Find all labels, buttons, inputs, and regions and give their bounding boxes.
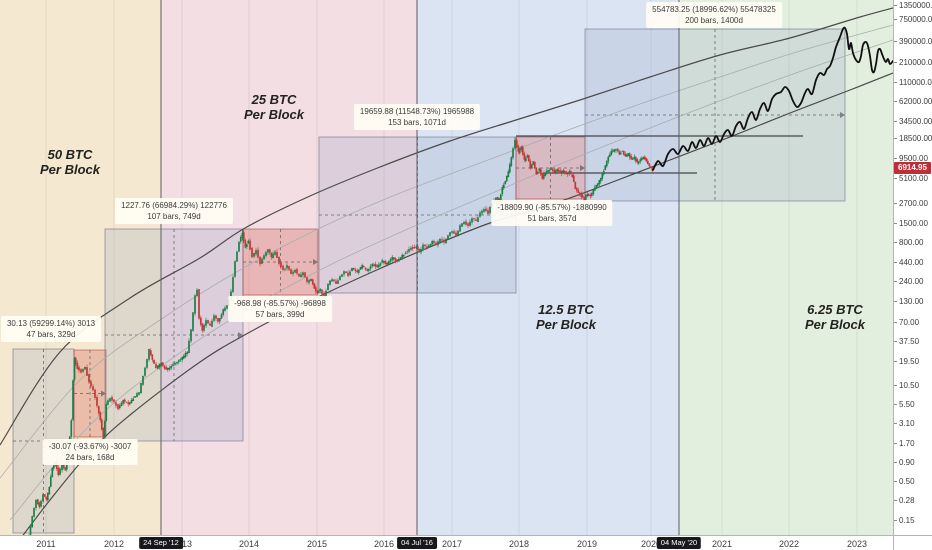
- candle-bodies-down: [36, 140, 654, 507]
- halving-date-badge: 24 Sep '12: [139, 537, 183, 549]
- halving-zone: [417, 0, 679, 535]
- price-tick: 9500.00: [894, 154, 928, 163]
- range-box-rise[interactable]: [104, 228, 244, 442]
- price-tick: 10.50: [893, 381, 920, 390]
- year-tick: 2022: [778, 539, 800, 549]
- price-tick: 240.00: [893, 277, 924, 286]
- time-axis[interactable]: 2011201220132014201520162017201820192020…: [0, 535, 932, 550]
- last-price-badge: 6914.95: [894, 162, 931, 174]
- year-tick: 2021: [711, 539, 733, 549]
- price-tick: 70.00: [893, 318, 920, 327]
- halving-date-badge: 04 May '20: [656, 537, 702, 549]
- price-tick: 0.50: [894, 477, 915, 486]
- price-tick: 110000.00: [893, 78, 932, 87]
- range-box-fall[interactable]: [73, 349, 107, 438]
- price-tick: 18500.00: [893, 134, 932, 143]
- price-tick: 1500.00: [894, 219, 928, 228]
- axis-corner: [893, 535, 932, 550]
- range-box-fall[interactable]: [242, 228, 319, 296]
- price-tick: 800.00: [893, 238, 924, 247]
- price-tick: 5100.00: [894, 174, 928, 183]
- year-tick: 2015: [306, 539, 328, 549]
- price-chart-plot[interactable]: [0, 0, 893, 535]
- price-tick: 0.90: [894, 458, 915, 467]
- price-tick: 3.10: [894, 419, 915, 428]
- price-tick: 440.00: [893, 258, 924, 267]
- price-tick: 62000.00: [893, 97, 932, 106]
- price-tick: 210000.00: [894, 58, 932, 67]
- halving-date-badge: 04 Jul '16: [397, 537, 437, 549]
- price-tick: 390000.00: [894, 37, 932, 46]
- price-tick: 0.15: [894, 516, 915, 525]
- year-tick: 2023: [846, 539, 868, 549]
- year-tick: 2016: [373, 539, 395, 549]
- price-tick: 1350000.00: [893, 1, 932, 10]
- price-axis[interactable]: 1350000.00 750000.00 390000.00 210000.00 110…: [893, 0, 932, 535]
- year-tick: 2014: [238, 539, 260, 549]
- price-tick: 750000.00: [894, 15, 932, 24]
- price-tick: 2700.00: [894, 199, 928, 208]
- year-tick: 2011: [36, 539, 56, 549]
- trend-channel-curve[interactable]: [0, 24, 893, 479]
- price-tick: 130.00: [893, 297, 924, 306]
- trend-channel-curve[interactable]: [9, 39, 893, 521]
- price-tick: 34500.00: [893, 117, 932, 126]
- price-tick: 19.50: [893, 357, 920, 366]
- trend-channel-curve[interactable]: [12, 72, 893, 535]
- price-tick: 37.50: [893, 337, 920, 346]
- price-tick: 1.70: [894, 439, 915, 448]
- price-projection-line[interactable]: [652, 26, 893, 171]
- year-tick: 2020: [640, 539, 662, 549]
- year-tick: 2019: [576, 539, 598, 549]
- price-tick: 0.28: [894, 496, 915, 505]
- year-tick: 2012: [103, 539, 125, 549]
- range-box-rise[interactable]: [584, 28, 846, 202]
- year-tick: 2018: [508, 539, 530, 549]
- year-tick: 2017: [441, 539, 463, 549]
- trend-channel-curve[interactable]: [0, 7, 893, 446]
- price-tick: 5.50: [894, 400, 915, 409]
